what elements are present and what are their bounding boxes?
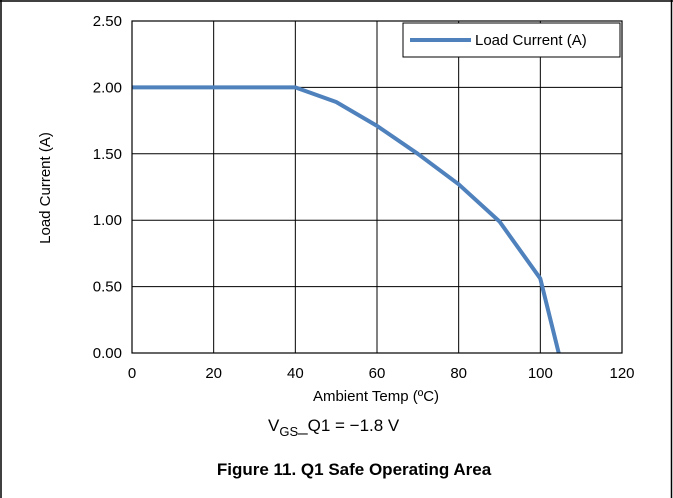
x-tick-label: 60: [369, 365, 386, 382]
plot-area: 0.00 0.50 1.00 1.50 2.00 2.50 0 20 40 60 80 100 120: [93, 13, 635, 382]
x-tick-label: 40: [287, 365, 304, 382]
x-axis-title: Ambient Temp (ºC): [313, 388, 439, 405]
gridlines: [132, 21, 622, 353]
figure-caption: Figure 11. Q1 Safe Operating Area: [217, 460, 492, 479]
x-tick-label: 100: [528, 365, 553, 382]
x-tick-label: 20: [205, 365, 222, 382]
y-axis-title: Load Current (A): [37, 132, 54, 244]
y-axis-ticks: 0.00 0.50 1.00 1.50 2.00 2.50: [93, 13, 122, 362]
y-tick-label: 1.00: [93, 212, 122, 229]
annotation-rest: _Q1 = −1.8 V: [297, 416, 400, 435]
legend-label: Load Current (A): [475, 32, 587, 49]
x-axis-ticks: 0 20 40 60 80 100 120: [128, 365, 635, 382]
y-tick-label: 0.50: [93, 279, 122, 296]
annotation-main: V: [268, 416, 280, 435]
y-tick-label: 2.00: [93, 79, 122, 96]
x-tick-label: 0: [128, 365, 136, 382]
y-tick-label: 0.00: [93, 345, 122, 362]
x-tick-label: 120: [609, 365, 634, 382]
series-line-load-current: [132, 85, 561, 354]
series-group: [132, 85, 561, 354]
y-tick-label: 2.50: [93, 13, 122, 30]
y-tick-label: 1.50: [93, 146, 122, 163]
condition-annotation: VGS_Q1 = −1.8 V: [268, 416, 400, 439]
annotation-subscript: GS: [279, 424, 298, 439]
x-tick-label: 80: [450, 365, 467, 382]
legend: Load Current (A): [402, 22, 621, 58]
plot-border: [131, 20, 623, 354]
